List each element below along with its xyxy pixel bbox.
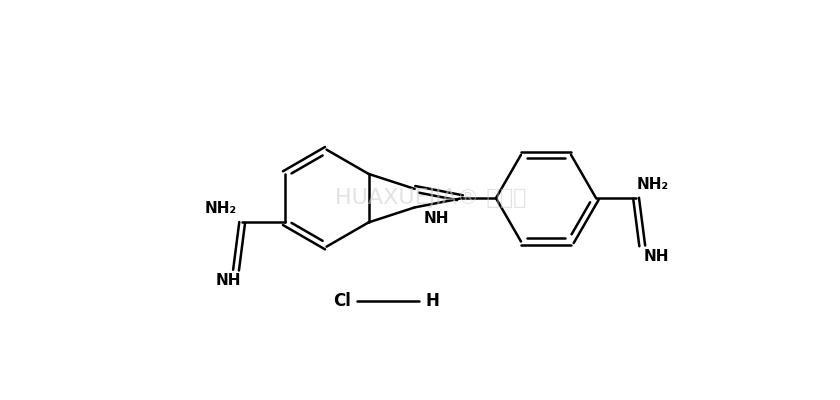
Text: NH₂: NH₂: [637, 177, 669, 192]
Text: NH: NH: [424, 211, 449, 226]
Text: Cl: Cl: [333, 292, 351, 310]
Text: NH: NH: [643, 249, 669, 264]
Text: NH₂: NH₂: [205, 201, 237, 216]
Text: HUAXUEJIA® 化学加: HUAXUEJIA® 化学加: [335, 188, 526, 208]
Text: NH: NH: [216, 274, 241, 288]
Text: H: H: [425, 292, 439, 310]
